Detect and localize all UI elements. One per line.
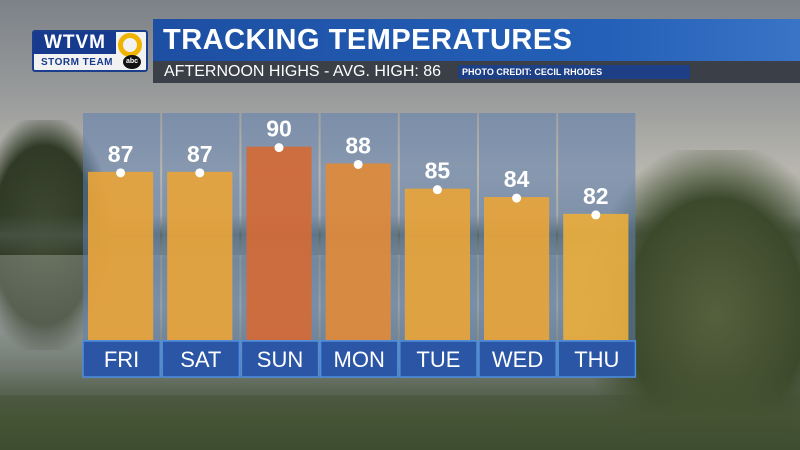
logo-storm-team: STORM TEAM	[40, 57, 114, 68]
bar-sat	[167, 171, 233, 340]
marker-dot-sat	[195, 168, 205, 178]
day-box-fri	[82, 340, 161, 378]
bar-thu	[563, 213, 629, 340]
bar-mon	[325, 163, 391, 340]
bar-tue	[404, 188, 470, 340]
background-grass	[0, 370, 800, 450]
marker-dot-mon	[353, 159, 363, 169]
day-box-sun	[240, 340, 320, 378]
marker-dot-sun	[274, 143, 284, 153]
photo-credit: PHOTO CREDIT: CECIL RHODES	[458, 65, 690, 79]
day-box-thu	[557, 340, 637, 378]
logo-nine-icon	[118, 33, 142, 57]
bar-fri	[88, 171, 154, 340]
marker-dot-tue	[432, 185, 442, 195]
day-label-wed: WED	[492, 347, 543, 372]
day-box-tue	[399, 340, 478, 378]
title-bar: TRACKING TEMPERATURES	[153, 19, 800, 61]
subtitle: AFTERNOON HIGHS - AVG. HIGH: 86	[164, 63, 442, 80]
day-box-mon	[319, 340, 399, 378]
station-logo: WTVM STORM TEAM abc	[32, 30, 148, 72]
day-box-wed	[478, 340, 557, 378]
marker-dot-thu	[591, 210, 601, 220]
day-label-thu: THU	[574, 347, 619, 372]
marker-dot-wed	[512, 193, 522, 203]
value-label-tue: 85	[425, 158, 451, 184]
marker-dot-fri	[116, 168, 126, 178]
logo-callsign: WTVM	[34, 32, 116, 54]
value-label-mon: 88	[345, 132, 371, 158]
page-title: TRACKING TEMPERATURES	[163, 24, 573, 56]
subtitle-bar: AFTERNOON HIGHS - AVG. HIGH: 86 PHOTO CR…	[153, 61, 800, 83]
value-label-fri: 87	[108, 141, 134, 167]
value-label-thu: 82	[583, 183, 609, 209]
day-label-mon: MON	[334, 347, 385, 372]
day-box-sat	[161, 340, 241, 378]
bar-wed	[484, 197, 550, 340]
value-label-wed: 84	[504, 166, 530, 192]
value-label-sat: 87	[187, 141, 213, 167]
logo-network: abc	[123, 55, 141, 69]
bar-sun	[246, 146, 312, 340]
day-label-sun: SUN	[257, 347, 303, 372]
value-label-sun: 90	[266, 116, 292, 142]
day-label-sat: SAT	[180, 347, 221, 372]
day-label-fri: FRI	[104, 347, 139, 372]
day-label-tue: TUE	[416, 347, 460, 372]
